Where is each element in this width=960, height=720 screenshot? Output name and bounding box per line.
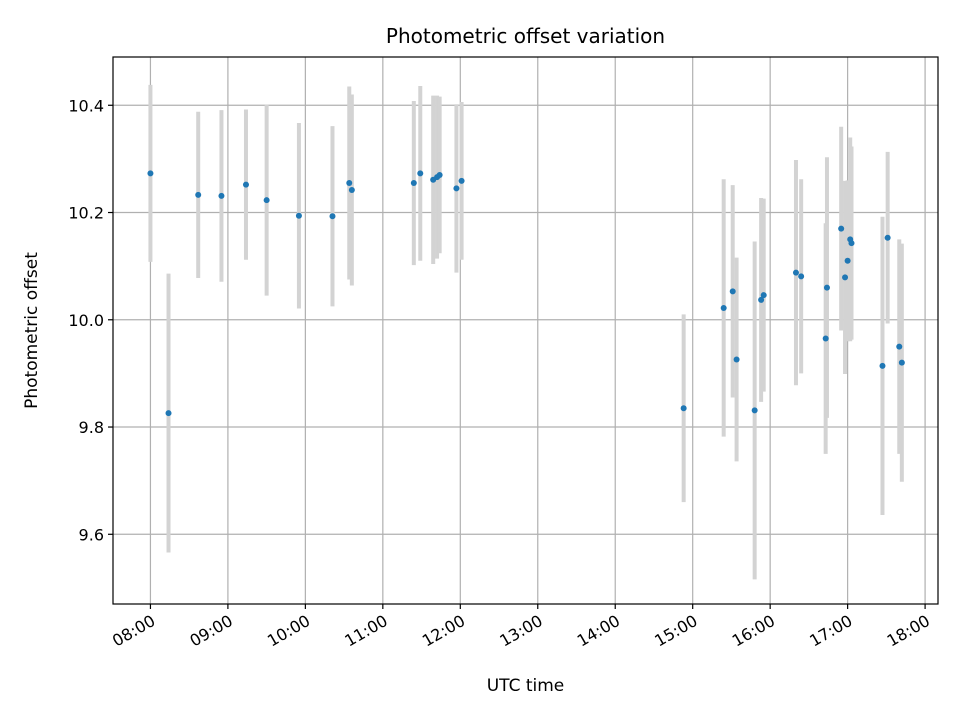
data-point xyxy=(838,225,845,232)
data-point xyxy=(898,359,905,366)
y-tick-label: 10.0 xyxy=(68,311,104,330)
data-point xyxy=(823,284,830,291)
y-axis: 9.6 9.8 10.0 10.2 10.4 xyxy=(68,96,113,544)
x-axis-title: UTC time xyxy=(487,676,565,696)
chart-title: Photometric offset variation xyxy=(386,24,665,48)
data-points xyxy=(147,170,905,417)
data-point xyxy=(758,296,765,303)
data-point xyxy=(798,273,805,280)
y-tick-label: 9.8 xyxy=(79,418,104,437)
data-point xyxy=(720,304,727,311)
data-point xyxy=(760,292,767,299)
y-tick-label: 9.6 xyxy=(79,525,104,544)
data-point xyxy=(417,170,424,177)
data-point xyxy=(195,191,202,198)
data-point xyxy=(751,407,758,414)
data-point xyxy=(842,274,849,281)
data-point xyxy=(822,335,829,342)
data-point xyxy=(844,257,851,264)
data-point xyxy=(680,405,687,412)
plot-frame xyxy=(112,56,939,605)
data-point xyxy=(733,356,740,363)
y-tick-label: 10.2 xyxy=(68,204,104,223)
data-point xyxy=(410,180,417,187)
data-point xyxy=(884,234,891,241)
data-point xyxy=(348,186,355,193)
data-point xyxy=(147,170,154,177)
data-point xyxy=(729,288,736,295)
data-point xyxy=(896,343,903,350)
data-point xyxy=(346,180,353,187)
data-point xyxy=(263,197,270,204)
data-point xyxy=(295,212,302,219)
data-point xyxy=(792,269,799,276)
data-point xyxy=(165,410,172,417)
data-point xyxy=(453,185,460,192)
data-point xyxy=(242,181,249,188)
data-point xyxy=(848,240,855,247)
data-point xyxy=(458,177,465,184)
data-point xyxy=(879,362,886,369)
data-point xyxy=(218,192,225,199)
data-point xyxy=(436,171,443,178)
y-tick-label: 10.4 xyxy=(68,96,104,115)
data-point xyxy=(329,213,336,220)
y-axis-title: Photometric offset xyxy=(22,252,42,409)
